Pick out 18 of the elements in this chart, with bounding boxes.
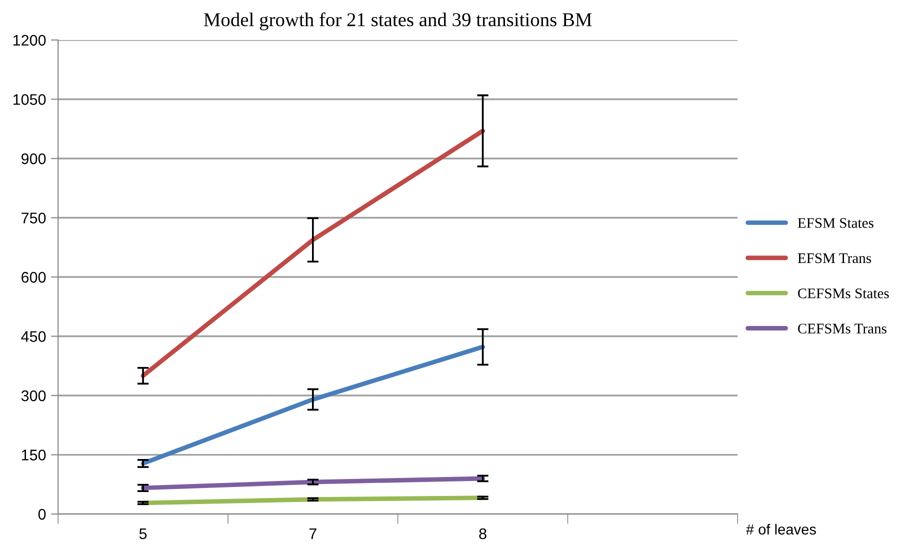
x-tick-label: 7	[309, 528, 316, 539]
legend-label: CEFSMs Trans	[798, 324, 886, 334]
y-tick-label: 300	[21, 390, 46, 402]
y-tick-label: 900	[22, 153, 46, 164]
y-tick-label: 600	[22, 272, 46, 283]
y-tick-label: 1050	[13, 94, 46, 105]
chart-title: Model growth for 21 states and 39 transitions BM	[204, 12, 592, 30]
x-tick-label: 5	[139, 528, 147, 540]
legend-label: EFSM States	[798, 218, 874, 228]
x-axis-title: # of leaves	[746, 524, 816, 535]
legend-label: EFSM Trans	[798, 253, 872, 264]
y-tick-label: 150	[22, 450, 46, 460]
x-tick-label: 8	[479, 528, 486, 540]
y-tick-label: 750	[22, 212, 46, 224]
legend-label: CEFSMs States	[798, 288, 889, 298]
y-tick-label: 0	[38, 508, 46, 520]
y-tick-label: 1200	[13, 34, 46, 46]
y-tick-label: 450	[21, 331, 46, 342]
